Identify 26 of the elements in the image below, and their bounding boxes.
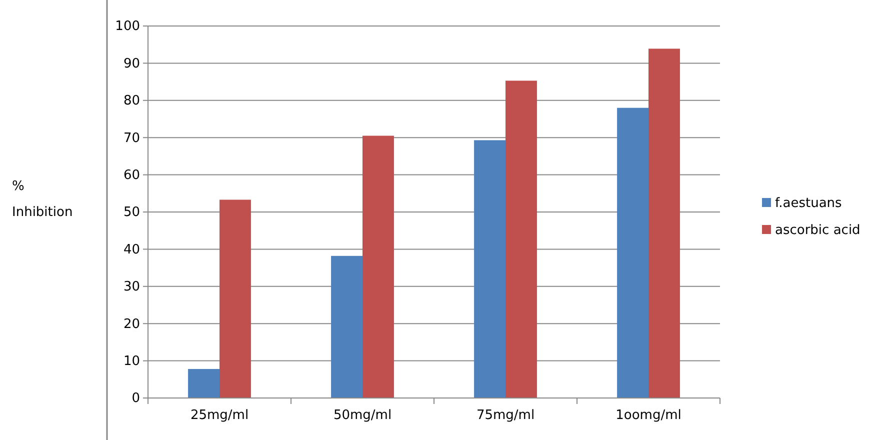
y-tick-label: 10 xyxy=(123,354,140,369)
y-tick-label: 20 xyxy=(123,316,140,332)
bar xyxy=(474,140,506,398)
legend-label: f.aestuans xyxy=(775,196,842,211)
y-tick-label: 60 xyxy=(123,168,140,183)
bar xyxy=(362,136,394,398)
bar xyxy=(220,200,251,398)
bar xyxy=(506,80,537,398)
y-tick-label: 40 xyxy=(123,242,140,258)
y-tick-label: 80 xyxy=(123,94,140,109)
y-tick-label: 30 xyxy=(123,280,140,295)
x-tick-label: 25mg/ml xyxy=(190,408,249,424)
x-tick-label: 75mg/ml xyxy=(476,408,535,424)
x-tick-label: 50mg/ml xyxy=(333,408,392,424)
bar xyxy=(188,368,220,398)
y-tick-label: 70 xyxy=(123,130,140,146)
x-tick-label: 1oomg/ml xyxy=(616,408,682,424)
bar xyxy=(331,256,362,398)
y-axis-title: % Inhibition xyxy=(12,179,73,220)
bar xyxy=(648,48,680,398)
y-tick-label: 90 xyxy=(123,56,140,72)
bar xyxy=(617,108,648,398)
y-tick-label: 0 xyxy=(132,391,140,406)
y-tick-label: 50 xyxy=(123,205,140,220)
legend-label: ascorbic acid xyxy=(775,223,860,238)
y-tick-label: 100 xyxy=(115,19,140,34)
